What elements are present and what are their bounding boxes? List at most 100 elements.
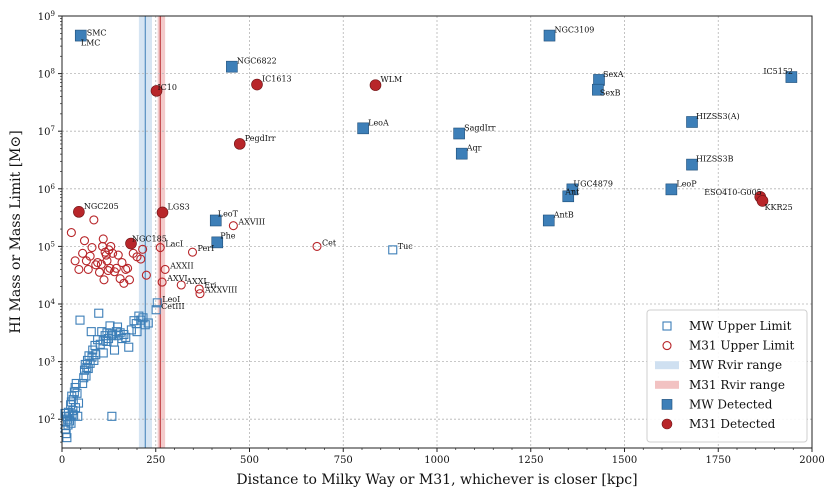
legend-label: MW Detected	[689, 397, 773, 411]
m31-upper-limit-point	[141, 270, 151, 280]
mw-upper-limit-point	[129, 316, 139, 326]
mw-detected-point	[209, 214, 222, 227]
point-label: LeoT	[218, 209, 239, 218]
mw-upper-limit-point	[119, 329, 129, 340]
legend-label: M31 Rvir range	[689, 378, 785, 392]
point-label: AXXVIII	[204, 286, 237, 295]
point-label: NGC6822	[237, 57, 277, 66]
legend-marker-m31-detected	[661, 418, 673, 430]
point-label: PegdIrr	[245, 134, 276, 143]
mw-upper-limit-point	[73, 398, 84, 408]
mw-upper-limit-point	[107, 411, 117, 421]
mw-detected-point	[453, 127, 465, 140]
mw-upper-limit-point	[140, 320, 150, 330]
m31-upper-limit-point	[91, 260, 101, 270]
m31-detected-point	[73, 206, 85, 218]
point-label: Aqr	[466, 144, 482, 153]
m31-detected-point	[125, 237, 137, 250]
mw-detected-point	[226, 60, 238, 73]
x-tick-label: 1750	[706, 455, 731, 466]
point-label: NGC205	[84, 202, 119, 211]
mw-upper-limit-point	[73, 411, 83, 421]
m31-upper-limit-point	[89, 215, 99, 225]
point-label: Tuc	[398, 242, 413, 251]
point-label: NGC185	[132, 235, 167, 244]
x-tick-label: 1000	[424, 455, 449, 466]
point-label: LeoP	[676, 179, 697, 188]
m31-upper-limit-point	[124, 275, 135, 285]
m31-detected-point	[756, 195, 769, 207]
m31-upper-limit-point	[79, 236, 90, 246]
point-label: CetIII	[161, 302, 185, 311]
m31-upper-limit-point	[78, 248, 88, 258]
point-label: PerI	[198, 244, 215, 253]
mw-upper-limit-point	[94, 308, 104, 318]
point-label: Phe	[220, 231, 236, 240]
point-label: LeoA	[368, 118, 389, 127]
point-label: HIZSS3(A)	[696, 112, 740, 121]
mw-upper-limit-point	[62, 433, 72, 443]
legend-marker-m31-rvir	[655, 380, 679, 389]
mw-upper-limit-point	[138, 313, 148, 323]
m31-upper-limit-point	[108, 248, 118, 258]
m31-detected-point	[150, 85, 163, 97]
mw-upper-limit-point	[121, 332, 131, 342]
point-label: AXVI	[166, 274, 187, 283]
point-label: SMC	[87, 29, 107, 38]
mw-upper-limit-point	[88, 345, 98, 355]
m31-upper-limit-point	[66, 228, 76, 238]
point-label: IC10	[158, 83, 177, 92]
point-label: AXXII	[169, 261, 194, 270]
m31-upper-limit-point	[70, 256, 80, 266]
legend-box	[646, 309, 808, 443]
legend-label: MW Rvir range	[689, 358, 782, 372]
m31-upper-limit-point	[87, 243, 97, 253]
y-tick-label: 106	[38, 183, 56, 196]
mw-detected-point	[562, 190, 575, 203]
mw-detected-point	[211, 236, 224, 249]
point-label: AXXI	[185, 277, 206, 286]
y-tick-label: 109	[38, 10, 55, 23]
legend-marker-mw-detected	[661, 399, 673, 410]
point-label: SexA	[603, 70, 624, 79]
point-label: HIZSS3B	[696, 155, 734, 164]
mw-detected-point	[592, 83, 604, 96]
x-axis-title: Distance to Milky Way or M31, whichever …	[236, 472, 637, 488]
mw-upper-limit-point	[90, 340, 100, 351]
legend-label: M31 Detected	[689, 417, 776, 431]
m31-detected-point	[233, 138, 246, 150]
point-label: SagdIrr	[464, 124, 495, 133]
mw-upper-limit-point	[388, 245, 398, 255]
mw-detected-point	[665, 183, 678, 196]
mw-detected-point	[542, 214, 555, 227]
m31-detected-point	[156, 206, 169, 219]
m31-upper-limit-point	[94, 267, 105, 277]
m31-upper-limit-point	[194, 284, 204, 294]
m31-upper-limit-point	[111, 263, 121, 273]
mw-upper-limit-point	[69, 387, 79, 397]
mw-detected-point	[357, 122, 369, 135]
x-tick-label: 750	[334, 455, 353, 466]
m31-upper-limit-point	[99, 275, 109, 285]
m31-upper-limit-point	[138, 244, 148, 254]
mw-upper-limit-point	[132, 327, 142, 337]
m31-upper-limit-point	[106, 241, 116, 251]
mw-upper-limit-point	[72, 388, 82, 398]
legend-label: M31 Upper Limit	[689, 339, 795, 353]
mw-upper-limit-point	[68, 406, 78, 416]
mw-upper-limit-point	[143, 318, 153, 328]
m31-upper-limit-point	[101, 250, 111, 260]
mw-detected-point	[74, 29, 87, 42]
y-tick-label: 108	[38, 68, 55, 81]
m31-upper-limit-point	[103, 266, 113, 276]
mw-detected-point	[785, 71, 798, 83]
legend-marker-mw-rvir	[655, 361, 679, 370]
m31-upper-limit-point	[228, 221, 238, 231]
mw-upper-limit-point	[126, 325, 136, 335]
point-label: SexB	[600, 89, 621, 98]
point-label: NGC3109	[555, 26, 595, 35]
mw-upper-limit-point	[70, 403, 81, 413]
mw-upper-limit-point	[86, 327, 96, 337]
mw-detected-point	[455, 147, 468, 160]
x-tick-label: 1250	[518, 455, 543, 466]
